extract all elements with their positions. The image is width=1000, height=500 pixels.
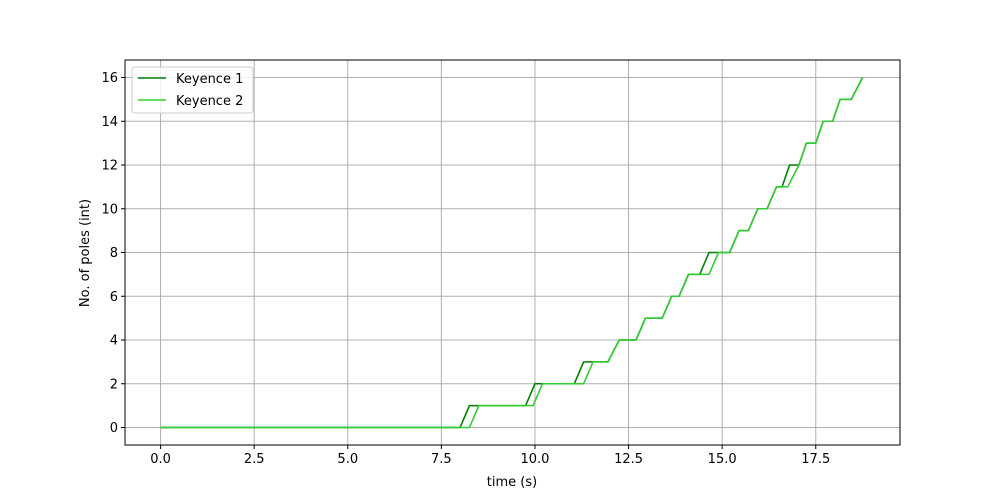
y-axis-label: No. of poles (int)	[78, 199, 93, 307]
x-axis-label: time (s)	[487, 475, 537, 490]
x-tick-label: 17.5	[801, 452, 830, 467]
y-tick-label: 4	[110, 334, 118, 349]
y-tick-label: 6	[110, 290, 118, 305]
y-tick-label: 14	[101, 115, 118, 130]
x-tick-label: 0.0	[150, 452, 171, 467]
y-tick-label: 0	[110, 421, 118, 436]
legend: Keyence 1 Keyence 2	[131, 66, 254, 114]
x-tick-label: 2.5	[244, 452, 265, 467]
x-tick-label: 15.0	[708, 452, 737, 467]
x-tick-label: 7.5	[431, 452, 452, 467]
legend-label-keyence-2: Keyence 2	[176, 94, 243, 109]
x-tick-label: 12.5	[614, 452, 643, 467]
y-tick-label: 12	[101, 159, 118, 174]
series-lines	[160, 77, 864, 429]
x-tick-label: 5.0	[337, 452, 358, 467]
y-tick-label: 16	[101, 71, 118, 86]
y-tick-label: 10	[101, 202, 118, 217]
y-axis-ticks: 0 2 4 6 8 10 12 14 16	[101, 71, 125, 436]
y-tick-label: 8	[110, 246, 118, 261]
y-tick-label: 2	[110, 377, 118, 392]
legend-label-keyence-1: Keyence 1	[176, 72, 243, 87]
x-axis-ticks: 0.0 2.5 5.0 7.5 10.0 12.5 15.0 17.5	[150, 445, 830, 467]
x-tick-label: 10.0	[520, 452, 549, 467]
series-line-2	[160, 77, 864, 429]
